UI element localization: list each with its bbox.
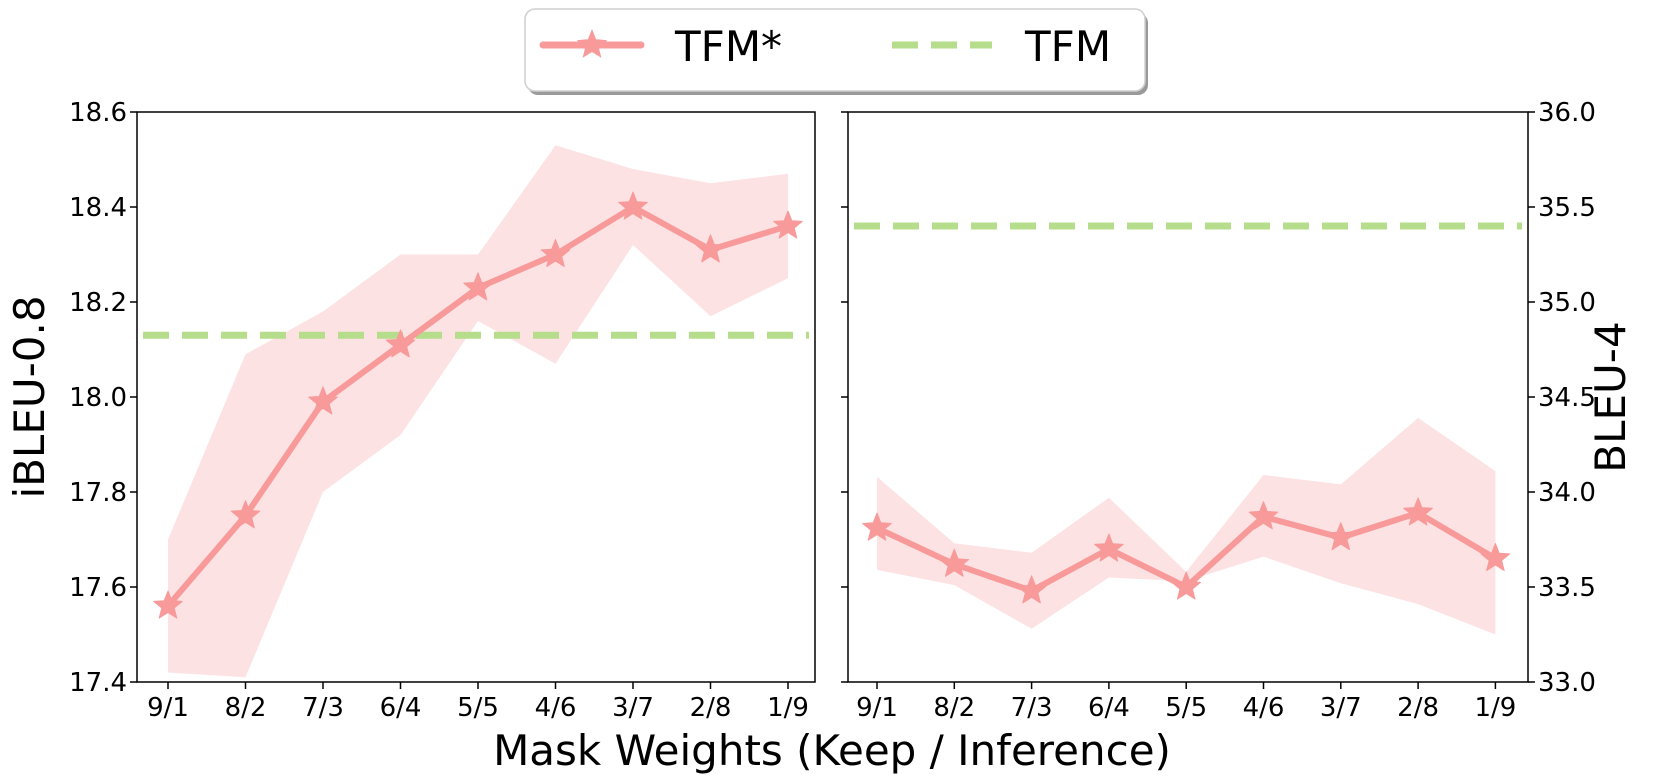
y-axis-label-right: BLEU-4 <box>1586 321 1635 472</box>
tfm-star-marker-left <box>540 239 571 268</box>
tfm-star-marker-left <box>308 386 338 415</box>
chart-panel-left: 17.4 17.6 17.8 18.0 18.2 18.4 18.6 9/1 8/2 7/3 6/4… <box>5 98 816 723</box>
y-tick-label-left: 17.8 <box>69 478 127 508</box>
tfm-star-marker-right <box>1171 571 1201 600</box>
legend: TFM* TFM <box>524 8 1148 95</box>
x-tick-label-left: 2/8 <box>690 693 732 723</box>
tfm-star-marker-left <box>618 191 648 220</box>
legend-star-marker <box>576 29 608 58</box>
legend-label-tfm-star: TFM* <box>674 22 782 71</box>
x-tick-label-right: 8/2 <box>933 693 975 723</box>
x-tick-label-right: 3/7 <box>1320 693 1362 723</box>
y-tick-label-right: 34.0 <box>1538 478 1596 508</box>
x-tick-label-left: 1/9 <box>767 693 809 723</box>
tfm-star-marker-left <box>463 272 493 301</box>
y-axis-label-left: iBLEU-0.8 <box>5 295 54 498</box>
x-tick-label-right: 5/5 <box>1165 693 1207 723</box>
tfm-star-marker-left <box>153 590 183 619</box>
x-tick-label-right: 6/4 <box>1088 693 1130 723</box>
x-tick-label-left: 8/2 <box>225 693 267 723</box>
y-tick-label-right: 35.0 <box>1538 288 1596 318</box>
y-tick-label-right: 35.5 <box>1538 193 1596 223</box>
y-tick-label-left: 18.2 <box>69 288 127 318</box>
x-tick-label-right: 2/8 <box>1397 693 1439 723</box>
tfm-star-marker-left <box>695 234 726 263</box>
tfm-star-marker-right <box>1016 575 1047 604</box>
x-tick-label-right: 4/6 <box>1243 693 1285 723</box>
x-tick-label-left: 7/3 <box>302 693 344 723</box>
x-tick-label-left: 5/5 <box>457 693 499 723</box>
y-tick-label-left: 17.6 <box>69 573 127 603</box>
tfm-star-marker-right <box>1480 543 1511 572</box>
y-tick-label-left: 18.0 <box>69 383 127 413</box>
chart-panel-right: 33.0 33.5 34.0 34.5 35.0 35.5 36.0 9/1 8/2 7/3 6/4… <box>841 98 1635 723</box>
x-tick-label-left: 3/7 <box>612 693 654 723</box>
tfm-star-marker-right <box>939 548 970 577</box>
y-tick-label-left: 18.4 <box>69 193 127 223</box>
y-tick-label-right: 36.0 <box>1538 98 1596 128</box>
tfm-star-marker-left <box>773 210 803 239</box>
y-tick-label-right: 34.5 <box>1538 383 1596 413</box>
x-tick-label-left: 6/4 <box>380 693 422 723</box>
y-tick-label-right: 33.5 <box>1538 573 1596 603</box>
tfm-star-marker-right <box>1326 522 1356 551</box>
x-tick-label-right: 9/1 <box>856 693 898 723</box>
tfm-star-marker-left <box>230 500 261 529</box>
tfm-star-marker-left <box>385 329 416 358</box>
y-tick-label-left: 18.6 <box>69 98 127 128</box>
confidence-band-right <box>877 417 1496 635</box>
y-tick-label-right: 33.0 <box>1538 668 1596 698</box>
tfm-star-marker-right <box>1248 501 1279 530</box>
confidence-band-left <box>168 145 788 678</box>
y-tick-label-left: 17.4 <box>69 668 127 698</box>
x-tick-label-left: 9/1 <box>147 693 189 723</box>
tfm-star-marker-right <box>862 512 892 541</box>
x-axis-label: Mask Weights (Keep / Inference) <box>493 726 1171 775</box>
x-tick-label-left: 4/6 <box>535 693 577 723</box>
tfm-star-marker-right <box>1403 497 1433 526</box>
tfm-star-marker-right <box>1094 533 1124 562</box>
legend-box <box>524 8 1146 92</box>
x-tick-label-right: 1/9 <box>1474 693 1516 723</box>
legend-label-tfm: TFM <box>1024 22 1111 71</box>
x-tick-label-right: 7/3 <box>1011 693 1053 723</box>
